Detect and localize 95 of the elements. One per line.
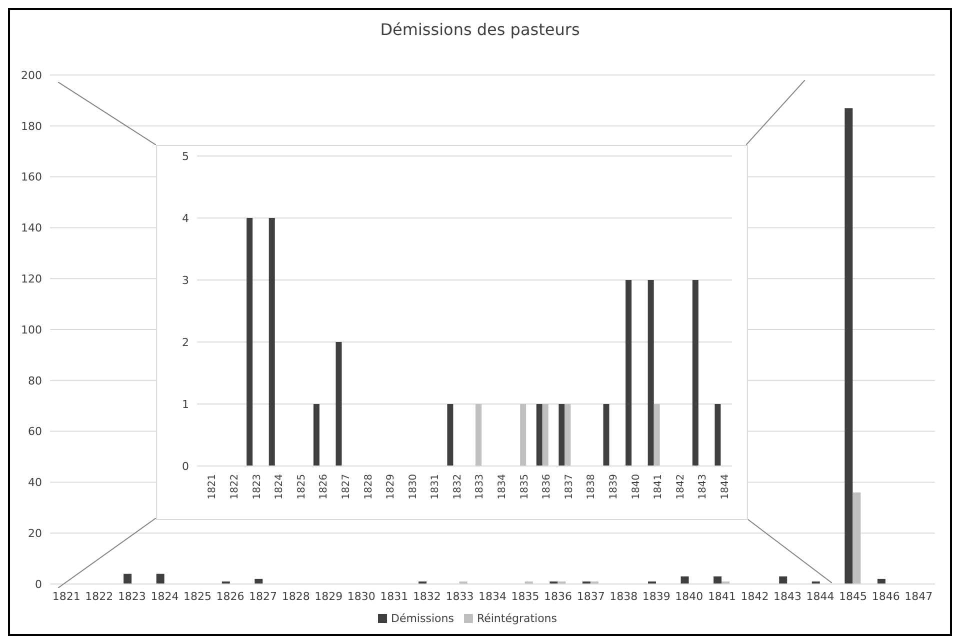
bar <box>447 404 454 466</box>
bar <box>844 108 853 584</box>
x-tick-label: 1842 <box>675 474 686 500</box>
x-tick-label: 1837 <box>564 474 575 500</box>
bar <box>124 574 132 584</box>
y-tick-label: 20 <box>28 527 42 540</box>
y-tick-label: 4 <box>182 212 189 225</box>
x-tick-label: 1823 <box>118 590 146 603</box>
x-tick-label: 1825 <box>296 474 308 500</box>
x-tick-label: 1831 <box>430 474 442 500</box>
x-tick-label: 1832 <box>412 590 441 603</box>
x-tick-label: 1832 <box>452 474 464 500</box>
bar <box>648 280 654 466</box>
bar <box>476 404 482 466</box>
x-tick-label: 1823 <box>252 474 263 500</box>
bar <box>692 280 698 466</box>
x-tick-label: 1822 <box>230 474 241 500</box>
x-tick-label: 1821 <box>52 590 80 603</box>
x-tick-label: 1827 <box>340 474 352 500</box>
x-tick-label: 1827 <box>249 590 278 603</box>
bar <box>852 492 861 584</box>
x-tick-label: 1835 <box>511 590 540 603</box>
bar <box>542 404 548 466</box>
bar <box>313 404 320 466</box>
y-tick-label: 0 <box>182 460 189 473</box>
x-tick-label: 1842 <box>740 590 769 603</box>
x-tick-label: 1822 <box>85 590 114 603</box>
bar <box>714 576 722 584</box>
y-tick-label: 100 <box>21 323 42 336</box>
x-tick-label: 1840 <box>675 590 704 603</box>
y-tick-label: 120 <box>21 272 42 286</box>
x-tick-label: 1837 <box>576 590 605 603</box>
bar <box>336 342 342 466</box>
x-tick-label: 1839 <box>608 474 620 500</box>
x-tick-label: 1841 <box>653 474 664 500</box>
x-tick-label: 1836 <box>542 474 553 500</box>
y-tick-label: 60 <box>28 425 42 438</box>
x-tick-label: 1824 <box>150 590 179 603</box>
bar <box>680 576 689 584</box>
x-tick-label: 1846 <box>872 590 900 603</box>
bar <box>654 404 660 466</box>
x-tick-label: 1838 <box>610 590 638 603</box>
bar <box>603 404 610 466</box>
x-tick-label: 1829 <box>386 474 397 500</box>
y-tick-label: 80 <box>28 374 42 388</box>
x-tick-label: 1835 <box>519 474 530 500</box>
x-tick-label: 1845 <box>839 590 868 603</box>
x-tick-label: 1825 <box>184 590 212 603</box>
x-tick-label: 1836 <box>544 590 572 603</box>
y-tick-label: 180 <box>21 120 42 133</box>
y-tick-label: 0 <box>35 578 42 591</box>
x-tick-label: 1833 <box>446 590 474 603</box>
x-tick-label: 1843 <box>698 474 709 500</box>
x-tick-label: 1833 <box>474 474 486 500</box>
x-tick-label: 1844 <box>806 590 834 603</box>
x-tick-label: 1834 <box>478 590 506 603</box>
x-tick-label: 1841 <box>708 590 736 603</box>
y-tick-label: 2 <box>182 336 189 349</box>
bar <box>156 574 164 584</box>
chart-title: Démissions des pasteurs <box>379 20 581 39</box>
bar <box>714 404 721 466</box>
x-tick-label: 1828 <box>282 590 310 603</box>
x-tick-label: 1830 <box>408 474 419 500</box>
y-tick-label: 3 <box>182 274 189 287</box>
x-tick-label: 1839 <box>642 590 670 603</box>
bar <box>779 576 788 584</box>
bar <box>558 404 565 466</box>
x-tick-label: 1838 <box>586 474 598 500</box>
legend-label: Réintégrations <box>476 612 558 625</box>
y-tick-label: 1 <box>182 398 189 411</box>
x-tick-label: 1828 <box>363 474 374 500</box>
x-tick-label: 1840 <box>630 474 642 500</box>
x-tick-label: 1847 <box>904 590 933 603</box>
y-tick-label: 5 <box>182 150 189 163</box>
y-tick-label: 40 <box>28 476 42 490</box>
bar <box>246 218 253 466</box>
x-tick-label: 1830 <box>347 590 376 603</box>
bar <box>626 280 632 466</box>
x-tick-label: 1829 <box>314 590 343 603</box>
x-tick-label: 1831 <box>380 590 408 603</box>
bar <box>536 404 542 466</box>
bar <box>268 218 275 466</box>
y-tick-label: 140 <box>21 222 42 235</box>
bar <box>564 404 571 466</box>
x-tick-label: 1834 <box>497 474 508 500</box>
x-tick-label: 1826 <box>318 474 330 500</box>
y-tick-label: 160 <box>21 170 42 184</box>
x-tick-label: 1826 <box>216 590 244 603</box>
x-tick-label: 1821 <box>207 474 218 500</box>
x-tick-label: 1844 <box>720 474 731 500</box>
x-tick-label: 1824 <box>274 474 286 500</box>
x-tick-label: 1843 <box>774 590 802 603</box>
y-tick-label: 200 <box>21 68 42 82</box>
legend-label: Démissions <box>390 612 454 625</box>
bar <box>520 404 526 466</box>
